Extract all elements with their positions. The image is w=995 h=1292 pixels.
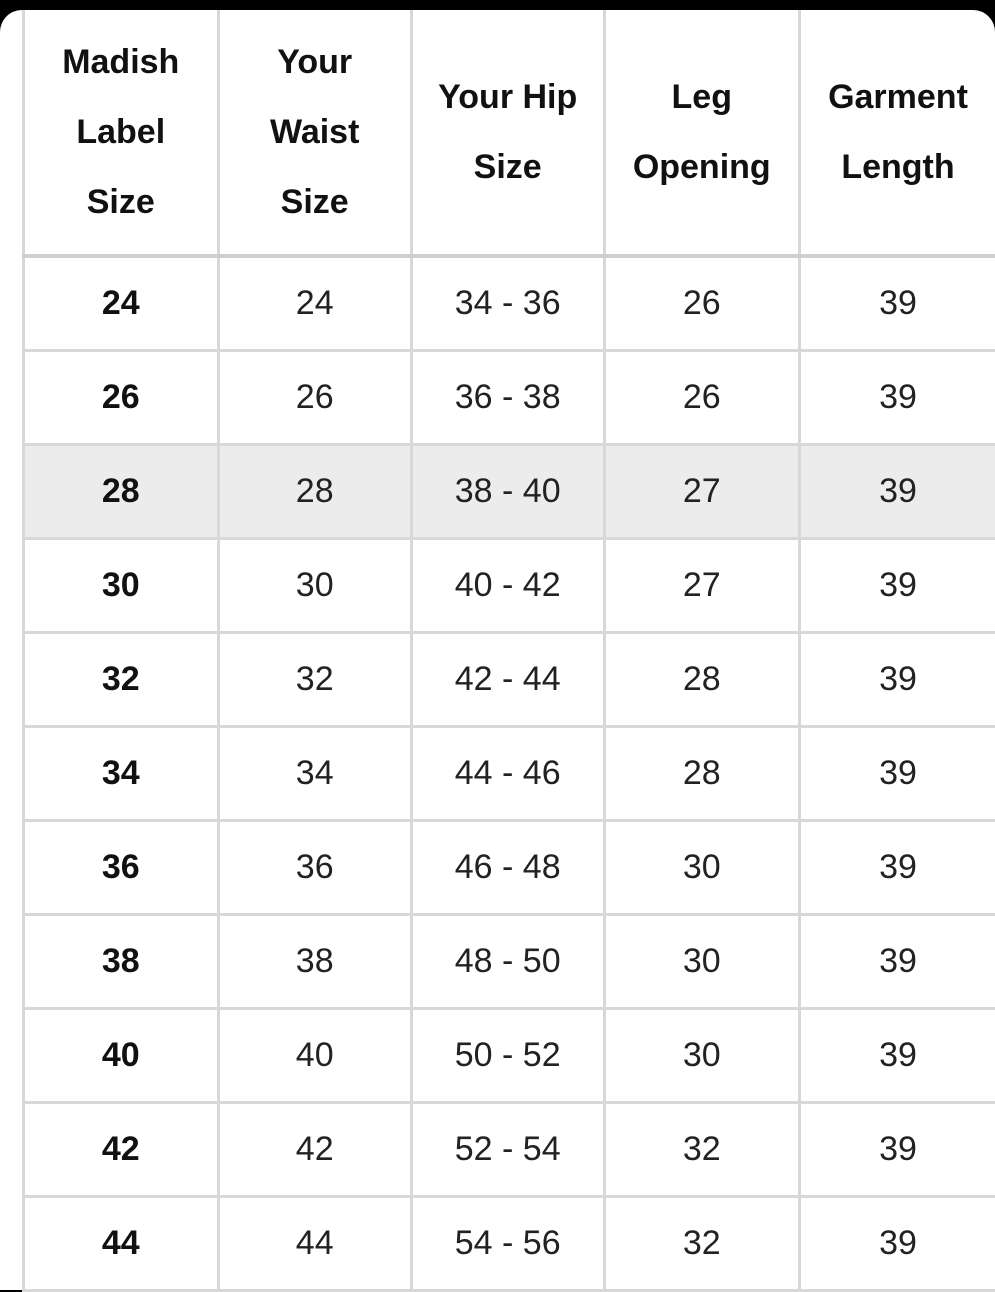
- table-cell: 39: [799, 821, 995, 915]
- table-cell: 39: [799, 633, 995, 727]
- table-cell: 26: [604, 351, 799, 445]
- table-cell: 52 - 54: [411, 1103, 604, 1197]
- table-cell: 26: [24, 351, 219, 445]
- table-cell: 32: [24, 633, 219, 727]
- table-cell: 24: [24, 256, 219, 351]
- table-cell: 44 - 46: [411, 727, 604, 821]
- table-cell: 34: [218, 727, 411, 821]
- table-cell: 54 - 56: [411, 1197, 604, 1291]
- table-cell: 30: [24, 539, 219, 633]
- column-header-line: Label: [25, 97, 217, 167]
- table-cell: 44: [218, 1197, 411, 1291]
- table-cell: 39: [799, 445, 995, 539]
- table-cell: 39: [799, 915, 995, 1009]
- column-header-line: Leg: [606, 62, 798, 132]
- table-cell: 39: [799, 256, 995, 351]
- table-cell: 39: [799, 539, 995, 633]
- column-header-line: Size: [413, 132, 603, 202]
- table-cell: 39: [799, 1009, 995, 1103]
- table-cell: 24: [218, 256, 411, 351]
- table-cell: 39: [799, 1197, 995, 1291]
- table-cell: 26: [218, 351, 411, 445]
- table-cell: 26: [604, 256, 799, 351]
- table-cell: 30: [604, 915, 799, 1009]
- table-cell: 42: [24, 1103, 219, 1197]
- table-cell: 39: [799, 1103, 995, 1197]
- table-cell: 27: [604, 539, 799, 633]
- table-cell: 38: [24, 915, 219, 1009]
- table-cell: 28: [218, 445, 411, 539]
- table-cell: 34: [24, 727, 219, 821]
- table-cell: 28: [604, 727, 799, 821]
- table-cell: 30: [218, 539, 411, 633]
- table-cell: 46 - 48: [411, 821, 604, 915]
- table-cell: 32: [604, 1197, 799, 1291]
- table-cell: 40 - 42: [411, 539, 604, 633]
- table-cell: 28: [24, 445, 219, 539]
- table-cell: 27: [604, 445, 799, 539]
- column-header-line: Your: [220, 27, 410, 97]
- column-header-line: Size: [25, 167, 217, 237]
- table-cell: 44: [24, 1197, 219, 1291]
- column-header-line: Opening: [606, 132, 798, 202]
- table-cell: 40: [24, 1009, 219, 1103]
- table-cell: 32: [604, 1103, 799, 1197]
- table-cell: 39: [799, 351, 995, 445]
- table-cell: 42: [218, 1103, 411, 1197]
- column-header-line: Size: [220, 167, 410, 237]
- table-cell: 38: [218, 915, 411, 1009]
- table-cell: 36 - 38: [411, 351, 604, 445]
- table-cell: 32: [218, 633, 411, 727]
- table-cell: 40: [218, 1009, 411, 1103]
- table-cell: 28: [604, 633, 799, 727]
- table-cell: 36: [218, 821, 411, 915]
- table-cell: 48 - 50: [411, 915, 604, 1009]
- column-header-line: Length: [801, 132, 995, 202]
- table-cell: 38 - 40: [411, 445, 604, 539]
- table-cell: 30: [604, 821, 799, 915]
- table-cell: 30: [604, 1009, 799, 1103]
- column-header-line: Waist: [220, 97, 410, 167]
- table-cell: 39: [799, 727, 995, 821]
- column-header-line: Madish: [25, 27, 217, 97]
- table-cell: 50 - 52: [411, 1009, 604, 1103]
- table-cell: 42 - 44: [411, 633, 604, 727]
- column-header-line: Your Hip: [413, 62, 603, 132]
- table-cell: 36: [24, 821, 219, 915]
- table-cell: 34 - 36: [411, 256, 604, 351]
- column-header-line: Garment: [801, 62, 995, 132]
